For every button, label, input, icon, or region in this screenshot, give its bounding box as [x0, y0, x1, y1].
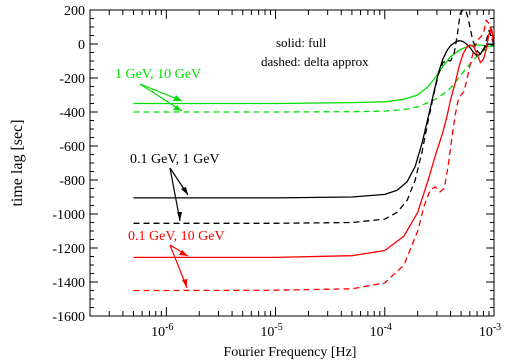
y-tick-label: -400	[59, 106, 85, 121]
annotation-green: 1 GeV, 10 GeV	[115, 67, 201, 82]
y-axis-label: time lag [sec]	[9, 119, 26, 206]
arrowhead-red-dashed	[182, 279, 187, 288]
arrowhead-black-solid	[181, 187, 188, 195]
series-line-5	[133, 19, 495, 292]
series-line-2	[133, 39, 494, 199]
y-tick-label: -800	[59, 174, 85, 189]
y-tick-label: -200	[59, 72, 85, 87]
series-layer	[133, 9, 495, 292]
y-tick-label: -600	[59, 140, 85, 155]
arrow-green-dashed	[139, 83, 183, 112]
series-line-3	[133, 9, 495, 224]
x-tick-label: 10-5	[260, 322, 282, 340]
y-tick-label: -1600	[52, 310, 85, 325]
y-tick-label: -1000	[52, 208, 85, 223]
legend-solid: solid: full	[276, 35, 327, 50]
x-axis-label: Fourier Frequency [Hz]	[224, 345, 357, 360]
y-tick-label: 200	[64, 4, 85, 19]
series-line-4	[133, 28, 495, 259]
annotation-red: 0.1 GeV, 10 GeV	[128, 229, 225, 244]
x-tick-label: 10-3	[479, 322, 501, 340]
axis-ticks: 200 0 -200 -400 -600 -800 -1000 -1200 -1400 -1600…	[52, 4, 501, 340]
y-tick-label: -1400	[52, 276, 85, 291]
series-line-0	[133, 44, 495, 105]
y-tick-label: -1200	[52, 242, 85, 257]
x-tick-label: 10-6	[151, 322, 173, 340]
y-tick-label: 0	[78, 38, 85, 53]
labels: solid: full dashed: delta approx 1 GeV, …	[9, 35, 369, 360]
annotation-arrows	[139, 83, 189, 289]
arrowhead-green-dashed	[173, 105, 182, 111]
arrowhead-red-solid	[179, 250, 188, 256]
legend-dashed: dashed: delta approx	[261, 54, 369, 69]
arrowhead-black-dashed	[177, 212, 182, 221]
x-tick-label: 10-4	[370, 322, 392, 340]
annotation-black: 0.1 GeV, 1 GeV	[130, 152, 220, 167]
plot-frame	[89, 9, 495, 317]
arrowhead-green-solid	[173, 95, 182, 101]
